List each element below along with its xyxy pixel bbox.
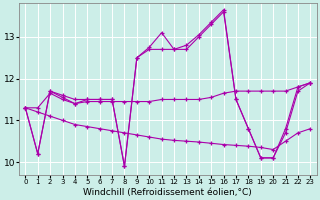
X-axis label: Windchill (Refroidissement éolien,°C): Windchill (Refroidissement éolien,°C) [84, 188, 252, 197]
